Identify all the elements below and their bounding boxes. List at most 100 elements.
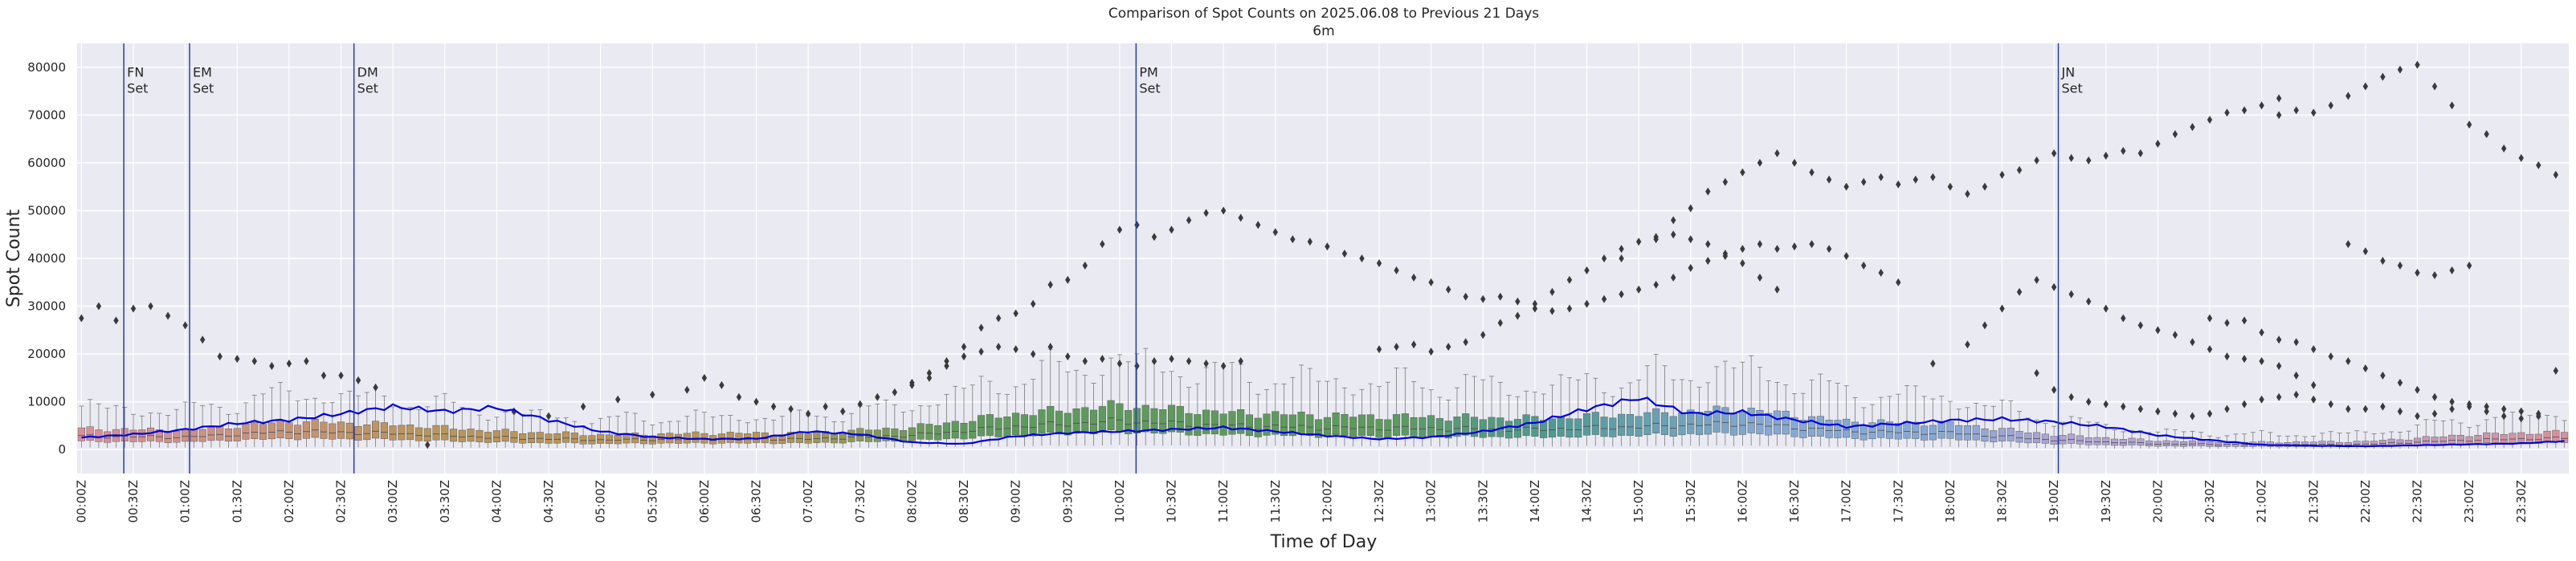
outlier-point (2466, 400, 2472, 409)
box-plot-item (1029, 379, 1037, 447)
y-tick-label: 70000 (27, 108, 66, 122)
box-plot-item (2171, 429, 2179, 449)
box-plot-item (1652, 354, 1660, 446)
outlier-point (1047, 280, 1053, 289)
box-plot-item (1141, 348, 1149, 445)
box-plot-item (1807, 380, 1816, 447)
outlier-point (1203, 209, 1209, 217)
box-plot-item (1626, 382, 1634, 446)
x-tick-label: 23:00Z (2462, 480, 2476, 523)
outlier-point (2380, 371, 2386, 380)
box-body (2300, 441, 2309, 447)
outlier-point (2224, 352, 2230, 361)
box-body (467, 429, 475, 442)
box-body (1851, 421, 1859, 439)
outlier-point (2415, 385, 2420, 394)
x-tick-label: 15:00Z (1631, 480, 1646, 523)
outlier-point (1774, 285, 1780, 294)
box-body (614, 434, 622, 445)
outlier-point (1843, 182, 1849, 191)
outlier-point (2276, 392, 2282, 401)
box-plot-item (484, 420, 492, 449)
box-body (1228, 411, 1236, 435)
box-plot-item (1635, 380, 1643, 447)
box-plot-item (1695, 386, 1704, 446)
outlier-point (2484, 407, 2489, 416)
outlier-point (2553, 170, 2559, 179)
box-body (2465, 436, 2473, 445)
box-plot-item (104, 408, 112, 449)
box-plot-item (1245, 382, 1254, 447)
outlier-point (1549, 307, 1555, 315)
box-body (2050, 436, 2058, 445)
current-day-line (81, 396, 2565, 448)
box-plot-item (1937, 396, 1945, 447)
box-body (363, 425, 371, 441)
outlier-point (2121, 314, 2126, 323)
outlier-point (840, 407, 846, 416)
outlier-point (580, 402, 586, 411)
outlier-point (1619, 254, 1624, 262)
outlier-point (2328, 352, 2334, 361)
outlier-point (1186, 216, 1192, 225)
box-body (1773, 410, 1782, 435)
box-plot-item (1522, 390, 1530, 447)
box-plot-item (2387, 431, 2395, 449)
box-body (735, 433, 743, 444)
x-tick-label: 21:30Z (2306, 480, 2321, 523)
box-plot-item (458, 407, 466, 448)
box-body (2456, 435, 2464, 445)
x-tick-label: 16:30Z (1787, 480, 1802, 523)
box-body (536, 432, 544, 443)
box-plot-item (1159, 372, 1167, 446)
box-body (441, 425, 449, 441)
outlier-point (1688, 235, 1693, 244)
box-body (1410, 417, 1418, 437)
outlier-point (614, 395, 621, 404)
outlier-point (1999, 304, 2005, 313)
outlier-point (1826, 175, 1832, 184)
outlier-point (2397, 65, 2403, 74)
box-body (1263, 413, 1271, 436)
box-body (942, 422, 951, 440)
outlier-point (286, 360, 292, 368)
outlier-point (2190, 338, 2195, 347)
box-body (1756, 409, 1764, 434)
outlier-point (2501, 144, 2507, 153)
outlier-point (1791, 158, 1798, 167)
outlier-point (2241, 400, 2247, 409)
outlier-point (1394, 343, 1399, 352)
box-plot-item (354, 395, 362, 448)
box-plot-item (345, 390, 353, 448)
outlier-point (2034, 275, 2039, 284)
box-body (492, 430, 500, 442)
outlier-point (1878, 173, 1884, 181)
outlier-point (2397, 407, 2403, 416)
box-body (1799, 420, 1807, 438)
box-body (813, 432, 821, 443)
outlier-point (2207, 314, 2213, 323)
outlier-point (2276, 362, 2282, 370)
outlier-point (2155, 326, 2161, 335)
outlier-point (1584, 299, 1590, 308)
outlier-point (2431, 82, 2438, 91)
box-body (977, 415, 986, 437)
outlier-point (944, 357, 949, 366)
box-plot-item (1185, 387, 1193, 446)
y-tick-label: 60000 (27, 156, 66, 170)
outlier-point (2086, 156, 2092, 165)
outlier-point (1341, 250, 1348, 258)
box-plot-item (891, 404, 899, 448)
outlier-point (2536, 161, 2541, 169)
box-plot-item (1799, 392, 1807, 447)
box-plot-item (1392, 367, 1401, 446)
box-plot-item (1998, 400, 2007, 448)
x-tick-label: 06:00Z (697, 480, 712, 523)
box-body (1540, 420, 1548, 438)
box-body (2543, 430, 2551, 443)
outlier-point (1515, 297, 1521, 306)
box-plot-item (242, 402, 250, 448)
outlier-point (1982, 321, 1988, 330)
outlier-point (2380, 256, 2386, 265)
outlier-point (199, 335, 206, 344)
